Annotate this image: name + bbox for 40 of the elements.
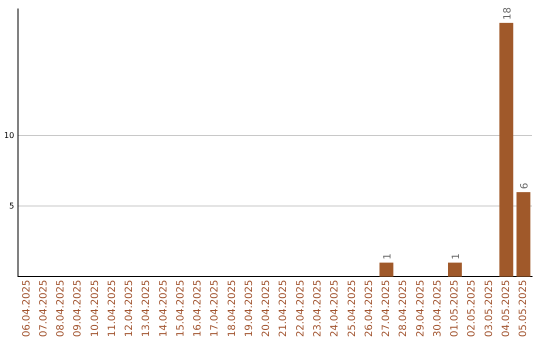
x-tick-label: 28.04.2025 <box>398 280 410 338</box>
x-tick-label: 24.04.2025 <box>330 280 341 338</box>
bar <box>379 262 394 277</box>
x-tick-label: 04.05.2025 <box>500 280 512 338</box>
x-tick-label: 23.04.2025 <box>312 280 324 338</box>
x-tick-label: 12.04.2025 <box>124 280 136 338</box>
x-tick-label: 21.04.2025 <box>278 280 290 338</box>
x-tick-label: 11.04.2025 <box>106 280 118 338</box>
y-tick-label: 10 <box>4 130 14 140</box>
x-tick-label: 01.05.2025 <box>450 280 461 338</box>
data-label: 18 <box>502 7 514 20</box>
x-tick-label: 13.04.2025 <box>141 280 152 338</box>
x-tick-label: 26.04.2025 <box>364 280 375 338</box>
x-tick-label: 17.04.2025 <box>210 280 221 338</box>
x-tick-label: 19.04.2025 <box>244 280 255 338</box>
x-tick-label: 27.04.2025 <box>381 280 392 338</box>
x-tick-label: 05.05.2025 <box>518 280 530 338</box>
x-tick-label: 09.04.2025 <box>72 280 84 338</box>
x-tick-label: 08.04.2025 <box>56 280 67 338</box>
x-tick-label: 03.05.2025 <box>484 280 495 338</box>
x-tick-label: 25.04.2025 <box>346 280 358 338</box>
x-tick-label: 14.04.2025 <box>158 280 170 338</box>
x-tick-label: 10.04.2025 <box>90 280 101 338</box>
x-tick-label: 15.04.2025 <box>175 280 186 338</box>
x-tick-label: 29.04.2025 <box>415 280 426 338</box>
x-tick-label: 20.04.2025 <box>261 280 272 338</box>
x-tick-label: 02.05.2025 <box>466 280 478 338</box>
data-label: 1 <box>450 253 462 260</box>
y-tick-label: 5 <box>9 201 14 210</box>
x-tick-label: 18.04.2025 <box>226 280 238 338</box>
x-tick-label: 30.04.2025 <box>432 280 444 338</box>
bar <box>499 22 514 277</box>
x-tick-label: 07.04.2025 <box>38 280 50 338</box>
x-tick-label: 16.04.2025 <box>192 280 204 338</box>
x-tick-label: 06.04.2025 <box>21 280 32 338</box>
x-tick-label: 22.04.2025 <box>295 280 306 338</box>
data-label: 6 <box>519 182 530 190</box>
bar <box>448 262 462 277</box>
bar <box>516 192 530 277</box>
data-label: 1 <box>382 253 394 260</box>
